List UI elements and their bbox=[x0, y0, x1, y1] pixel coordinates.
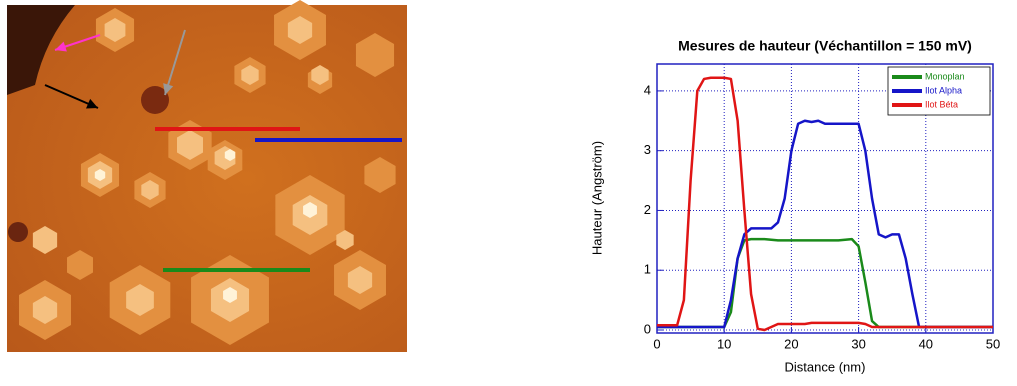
x-tick-label: 40 bbox=[919, 336, 933, 351]
island bbox=[364, 157, 396, 193]
y-tick-label: 0 bbox=[644, 321, 651, 336]
pit bbox=[141, 86, 169, 114]
island bbox=[32, 296, 58, 324]
arrow-head bbox=[163, 83, 174, 95]
plot: 0 10 20 30 40 50 0 1 2 3 4 Monoplan Ilot Alpha Ilot B… bbox=[644, 63, 1000, 351]
island bbox=[347, 266, 373, 294]
y-tick-label: 2 bbox=[644, 202, 651, 217]
x-tick-label: 0 bbox=[653, 336, 660, 351]
island bbox=[94, 169, 106, 181]
chart-title: Mesures de hauteur (Véchantillon = 150 m… bbox=[678, 38, 972, 54]
x-tick-label: 30 bbox=[851, 336, 865, 351]
island bbox=[241, 65, 259, 85]
arrow-head bbox=[55, 41, 67, 52]
legend-label: Ilot Alpha bbox=[925, 85, 962, 95]
y-axis-label: Hauteur (Angström) bbox=[589, 141, 604, 255]
legend-label: Monoplan bbox=[925, 71, 965, 81]
x-tick-label: 10 bbox=[717, 336, 731, 351]
x-tick-label: 20 bbox=[784, 336, 798, 351]
y-tick-label: 4 bbox=[644, 82, 651, 97]
y-tick-label: 3 bbox=[644, 142, 651, 157]
arrow-head bbox=[86, 98, 98, 109]
dark-region bbox=[7, 5, 75, 95]
island bbox=[32, 226, 58, 254]
series-line bbox=[657, 237, 993, 329]
island bbox=[67, 250, 93, 280]
island bbox=[223, 287, 237, 303]
island bbox=[355, 33, 395, 77]
island bbox=[141, 180, 159, 200]
stm-image bbox=[7, 0, 407, 352]
pit bbox=[8, 222, 28, 242]
arrow bbox=[164, 29, 186, 96]
island bbox=[287, 16, 313, 44]
island bbox=[303, 202, 317, 218]
series-line bbox=[657, 119, 993, 329]
plot-frame bbox=[656, 63, 994, 334]
x-axis-label: Distance (nm) bbox=[785, 359, 866, 374]
island bbox=[104, 18, 126, 42]
x-tick-label: 50 bbox=[986, 336, 1000, 351]
island bbox=[311, 65, 329, 85]
legend-label: Ilot Béta bbox=[925, 99, 958, 109]
island bbox=[177, 130, 203, 160]
y-tick-label: 1 bbox=[644, 262, 651, 277]
series-line bbox=[657, 76, 993, 332]
island bbox=[126, 284, 154, 316]
island bbox=[336, 230, 354, 250]
island bbox=[224, 149, 236, 161]
